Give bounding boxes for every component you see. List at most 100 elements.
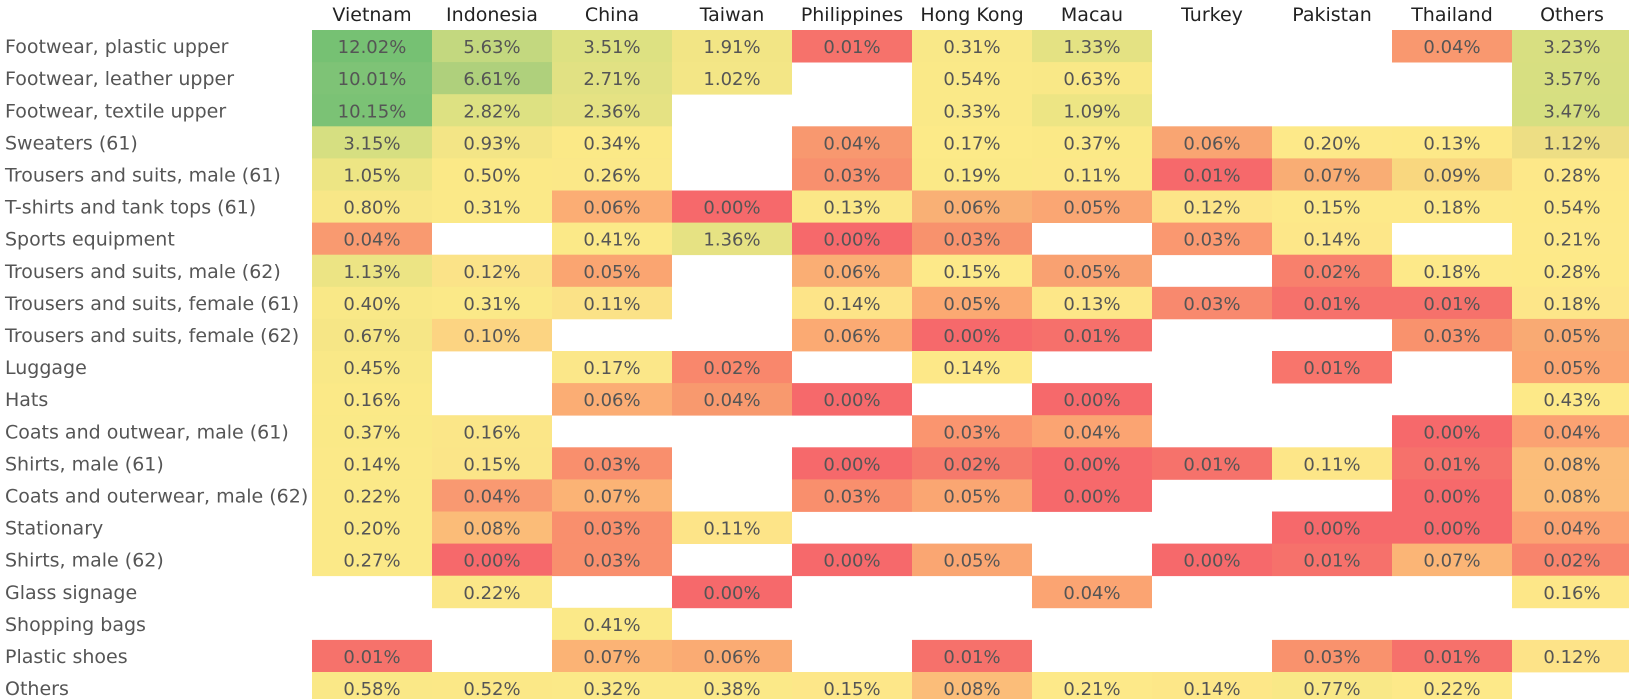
heatmap-cell xyxy=(792,190,912,223)
cell-value-label: 0.01% xyxy=(1423,294,1480,315)
cell-value-label: 0.04% xyxy=(1543,422,1600,443)
row-label-footwear-textile-upper: Footwear, textile upper xyxy=(5,100,226,122)
cell-value-label: 0.00% xyxy=(823,390,880,411)
cell-value-label: 0.05% xyxy=(583,262,640,283)
cell-value-label: 0.67% xyxy=(343,326,400,347)
cell-value-label: 1.09% xyxy=(1063,101,1120,122)
heatmap-cell xyxy=(552,511,672,544)
heatmap-cell xyxy=(1032,383,1152,416)
heatmap-cell xyxy=(312,318,432,352)
cell-value-label: 0.22% xyxy=(1423,679,1480,699)
cell-value-label: 1.12% xyxy=(1543,133,1600,154)
heatmap-cell xyxy=(912,447,1032,480)
cell-value-label: 0.15% xyxy=(1303,198,1360,219)
cell-value-label: 0.00% xyxy=(703,583,760,604)
cell-value-label: 0.04% xyxy=(703,390,760,411)
heatmap-cell xyxy=(432,543,552,577)
heatmap-cell xyxy=(1392,318,1512,352)
cell-value-label: 0.38% xyxy=(703,679,760,699)
cell-value-label: 0.12% xyxy=(1543,647,1600,668)
heatmap-cell xyxy=(792,254,912,288)
heatmap-cell xyxy=(552,447,672,480)
cell-value-label: 0.77% xyxy=(1303,679,1360,699)
heatmap-cell xyxy=(672,383,792,416)
heatmap-cell xyxy=(1512,447,1629,480)
heatmap-cell xyxy=(672,62,792,95)
cell-value-label: 0.06% xyxy=(583,390,640,411)
cell-value-label: 0.41% xyxy=(583,230,640,251)
heatmap-cell xyxy=(1152,286,1272,320)
cell-value-label: 0.11% xyxy=(1063,165,1120,186)
cell-value-label: 0.14% xyxy=(943,358,1000,379)
cell-value-label: 0.18% xyxy=(1423,198,1480,219)
heatmap-cell xyxy=(912,286,1032,320)
heatmap-cell xyxy=(312,126,432,159)
cell-value-label: 0.63% xyxy=(1063,69,1120,90)
heatmap-cell xyxy=(432,511,552,544)
cell-value-label: 0.50% xyxy=(463,165,520,186)
cell-value-label: 0.00% xyxy=(1303,519,1360,540)
cell-value-label: 0.03% xyxy=(943,422,1000,443)
heatmap-cell xyxy=(1512,318,1629,352)
heatmap-cell xyxy=(1512,415,1629,448)
heatmap-cell xyxy=(312,672,432,699)
heatmap-cell xyxy=(552,639,672,673)
cell-value-label: 0.20% xyxy=(1303,133,1360,154)
column-headers: Vietnam Indonesia China Taiwan Philippines Ho… xyxy=(332,4,1604,26)
cell-value-label: 0.19% xyxy=(943,165,1000,186)
heatmap-cell xyxy=(912,415,1032,448)
cell-value-label: 0.14% xyxy=(823,294,880,315)
heatmap-cell xyxy=(1392,415,1512,448)
heatmap-cell xyxy=(1512,511,1629,544)
heatmap-cell xyxy=(672,575,792,609)
heatmap-cell xyxy=(672,511,792,544)
heatmap-cell xyxy=(1032,479,1152,512)
heatmap-cell xyxy=(432,479,552,512)
cell-value-label: 0.54% xyxy=(943,69,1000,90)
column-label-pakistan: Pakistan xyxy=(1292,4,1372,26)
cell-value-label: 0.34% xyxy=(583,133,640,154)
heatmap-cell xyxy=(1272,190,1392,223)
cell-value-label: 0.37% xyxy=(343,422,400,443)
heatmap-cell xyxy=(1512,222,1629,256)
heatmap-cell xyxy=(1512,543,1629,577)
heatmap-cell xyxy=(312,222,432,256)
row-label-t-shirts-and-tank-tops-61: T-shirts and tank tops (61) xyxy=(4,197,256,219)
cell-value-label: 0.00% xyxy=(1183,551,1240,572)
cell-value-label: 0.01% xyxy=(1303,358,1360,379)
heatmap-cell xyxy=(1392,286,1512,320)
row-label-trousers-and-suits-female-62: Trousers and suits, female (62) xyxy=(4,325,299,347)
cell-value-label: 0.14% xyxy=(1303,230,1360,251)
heatmap-cell xyxy=(912,639,1032,673)
cell-value-label: 0.27% xyxy=(343,551,400,572)
cell-value-label: 0.11% xyxy=(703,519,760,540)
heatmap-cell xyxy=(1272,672,1392,699)
cell-value-label: 0.04% xyxy=(463,486,520,507)
heatmap-cell xyxy=(1152,222,1272,256)
heatmap-cell xyxy=(1272,511,1392,544)
heatmap-cell xyxy=(432,415,552,448)
cell-value-label: 0.00% xyxy=(1063,390,1120,411)
row-label-sweaters-61: Sweaters (61) xyxy=(5,132,138,154)
heatmap-cell xyxy=(432,318,552,352)
heatmap-cell xyxy=(1152,543,1272,577)
column-label-thailand: Thailand xyxy=(1410,4,1493,26)
heatmap-cell xyxy=(912,158,1032,191)
heatmap-cell xyxy=(912,672,1032,699)
cell-value-label: 0.07% xyxy=(1303,165,1360,186)
cell-value-label: 0.16% xyxy=(343,390,400,411)
heatmap-cell xyxy=(432,190,552,223)
cell-value-label: 0.02% xyxy=(1303,262,1360,283)
heatmap-cell xyxy=(552,254,672,288)
cell-value-label: 0.17% xyxy=(943,133,1000,154)
cell-value-label: 0.93% xyxy=(463,133,520,154)
heatmap-cell xyxy=(1032,447,1152,480)
cell-value-label: 0.26% xyxy=(583,165,640,186)
cell-value-label: 0.22% xyxy=(343,486,400,507)
heatmap-cell xyxy=(912,543,1032,577)
cell-value-label: 0.00% xyxy=(1423,519,1480,540)
cell-value-label: 0.04% xyxy=(1423,37,1480,58)
heatmap-cell xyxy=(312,639,432,673)
cell-value-label: 2.71% xyxy=(583,69,640,90)
cell-value-label: 0.14% xyxy=(343,454,400,475)
